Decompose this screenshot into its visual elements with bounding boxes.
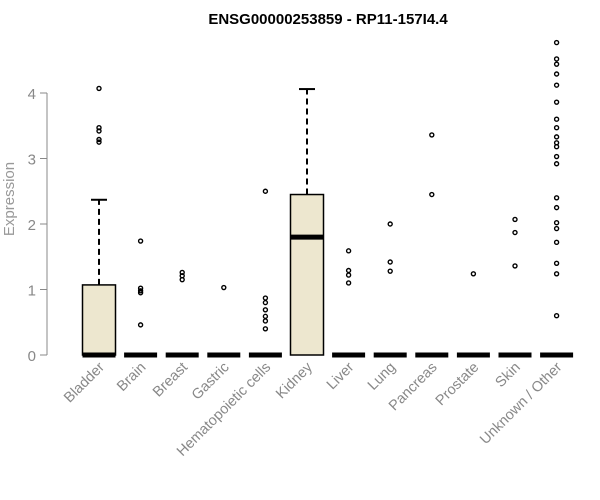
outlier-point: [262, 313, 269, 320]
outlier-point: [137, 290, 144, 296]
outlier-point: [512, 216, 518, 223]
outlier-point: [96, 139, 102, 145]
outlier-point: [262, 326, 269, 332]
box-group: [124, 238, 158, 358]
y-axis-label: Expression: [1, 162, 18, 236]
outlier-point: [553, 313, 560, 319]
box-group: [289, 88, 325, 356]
outlier-point: [553, 61, 560, 67]
box-group: [415, 132, 449, 358]
chart-title: ENSG00000253859 - RP11-157I4.4: [208, 11, 448, 28]
outlier-point: [221, 284, 227, 291]
y-tick-label: 0: [28, 348, 36, 365]
box-group: [165, 269, 199, 358]
box: [289, 193, 325, 356]
outlier-point: [96, 136, 102, 143]
box-series: [81, 39, 574, 358]
outlier-point: [553, 71, 560, 77]
outlier-point: [553, 134, 560, 140]
outlier-point: [553, 239, 560, 246]
outlier-point: [96, 85, 102, 92]
outlier-point: [387, 268, 393, 274]
outlier-point: [262, 295, 269, 301]
box-group: [456, 271, 490, 358]
outlier-point: [470, 271, 477, 277]
outlier-point: [553, 39, 560, 46]
x-tick-label: Bladder: [61, 359, 108, 406]
outlier-point: [553, 144, 560, 150]
y-tick-label: 4: [28, 86, 36, 103]
y-tick-label: 2: [28, 217, 36, 234]
outlier-point: [137, 322, 144, 328]
y-tick-label: 3: [28, 152, 36, 169]
y-tick-label: 1: [28, 283, 36, 300]
x-tick-label: Prostate: [433, 360, 482, 409]
outlier-point: [553, 260, 560, 266]
outlier-point: [137, 288, 144, 294]
y-axis: 0 1 2 3 4: [28, 86, 48, 365]
outlier-point: [553, 195, 560, 201]
box: [81, 284, 117, 356]
outlier-point: [137, 238, 144, 244]
outlier-point: [553, 271, 560, 277]
box-group: [207, 284, 241, 358]
outlier-point: [553, 153, 560, 160]
outlier-point: [512, 229, 518, 236]
outlier-point: [429, 191, 435, 198]
outlier-point: [345, 280, 352, 286]
box-group: [373, 221, 407, 358]
outlier-point: [345, 248, 352, 254]
outlier-point: [553, 219, 560, 226]
outlier-point: [553, 99, 560, 105]
x-tick-label: Skin: [493, 360, 524, 391]
x-tick-label: Breast: [150, 360, 191, 401]
outlier-point: [179, 269, 185, 276]
outlier-point: [262, 188, 269, 194]
outlier-point: [262, 307, 269, 313]
outlier-point: [429, 132, 435, 138]
outlier-point: [553, 161, 560, 167]
box-group: [498, 216, 532, 358]
box-group: [248, 188, 282, 358]
outlier-point: [553, 56, 560, 62]
outlier-point: [179, 276, 185, 283]
outlier-point: [345, 272, 352, 278]
outlier-point: [262, 299, 269, 306]
outlier-point: [96, 125, 102, 131]
x-tick-label: Brain: [114, 360, 149, 395]
outlier-point: [512, 263, 518, 269]
box-group: [540, 39, 574, 358]
box-group: [81, 85, 117, 358]
outlier-point: [262, 318, 269, 324]
outlier-point: [553, 225, 560, 232]
outlier-point: [553, 125, 560, 131]
x-tick-label: Kidney: [273, 359, 316, 402]
outlier-point: [96, 128, 102, 134]
outlier-point: [345, 267, 352, 274]
x-tick-label: Liver: [324, 359, 358, 393]
box-group: [332, 248, 366, 358]
outlier-point: [553, 82, 560, 88]
outlier-point: [387, 221, 393, 227]
outlier-point: [553, 116, 560, 122]
outlier-point: [553, 204, 560, 211]
x-tick-label: Lung: [365, 360, 399, 394]
outlier-point: [387, 259, 393, 265]
